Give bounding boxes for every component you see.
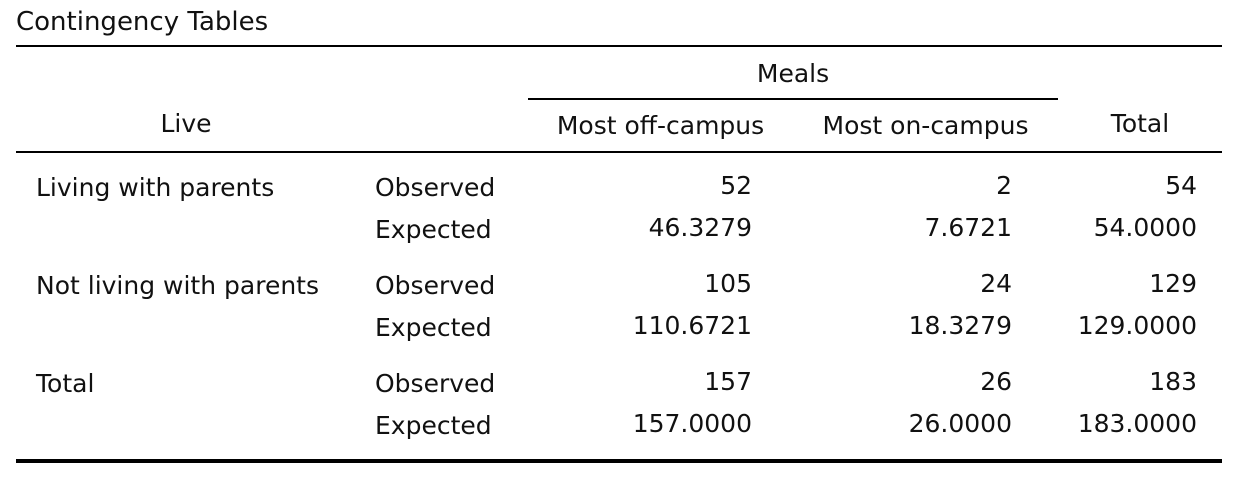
stat-label: Observed [375,271,496,300]
top-rule [16,45,1222,47]
table-cell: 110.6721 [632,311,752,340]
column-header-total: Total [1110,109,1170,138]
row-label: Not living with parents [36,271,319,300]
table-cell: 2 [996,171,1012,200]
table-cell: 7.6721 [924,213,1012,242]
stat-label: Observed [375,369,496,398]
column-header-most-on-campus: Most on-campus [822,111,1029,140]
column-group-header: Meals [756,59,830,88]
table-cell: 26.0000 [908,409,1012,438]
table-title: Contingency Tables [16,7,269,37]
row-variable-header: Live [160,109,212,138]
table-cell: 157 [704,367,752,396]
stat-label: Expected [375,215,492,244]
table-cell: 26 [980,367,1012,396]
table-cell: 54.0000 [1093,213,1197,242]
table-cell: 183 [1149,367,1197,396]
header-rule [16,151,1222,153]
table-cell: 52 [720,171,752,200]
table-cell: 54 [1165,171,1197,200]
stat-label: Expected [375,313,492,342]
row-label: Living with parents [36,173,275,202]
table-cell: 183.0000 [1077,409,1197,438]
table-cell: 24 [980,269,1012,298]
table-cell: 129.0000 [1077,311,1197,340]
table-cell: 46.3279 [648,213,752,242]
table-cell: 157.0000 [632,409,752,438]
column-header-most-off-campus: Most off-campus [556,111,765,140]
stat-label: Observed [375,173,496,202]
stat-label: Expected [375,411,492,440]
table-cell: 18.3279 [908,311,1012,340]
row-label: Total [36,369,95,398]
bottom-rule [16,459,1222,463]
table-cell: 129 [1149,269,1197,298]
table-cell: 105 [704,269,752,298]
column-group-rule [528,98,1058,100]
